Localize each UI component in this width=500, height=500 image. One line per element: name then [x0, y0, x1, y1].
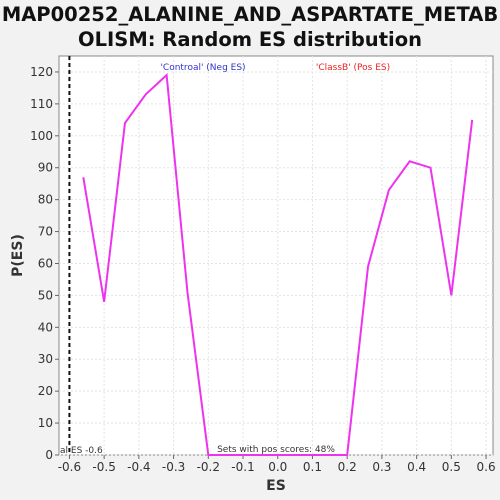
- y-tick-label: 120: [30, 65, 53, 79]
- actual-es-label: al ES -0.6: [60, 446, 103, 456]
- y-tick-label: 90: [38, 161, 53, 175]
- y-tick-label: 0: [45, 448, 53, 462]
- x-tick-label: 0.2: [338, 460, 357, 474]
- x-axis-ticks: -0.6 -0.5 -0.4 -0.3 -0.2 -0.1 0.0 0.1 0.2 0.3 0.4 0…: [58, 455, 496, 474]
- x-tick-label: 0.1: [303, 460, 322, 474]
- pos-es-legend-label: 'ClassB' (Pos ES): [316, 63, 390, 73]
- y-tick-label: 50: [38, 288, 53, 302]
- y-axis-ticks: 0 10 20 30 40 50 60 70 80 90 100 110 120: [30, 65, 59, 462]
- neg-es-legend-label: 'Controal' (Neg ES): [160, 63, 245, 73]
- y-axis-label: P(ES): [10, 234, 26, 277]
- chart-title-line-2: OLISM: Random ES distribution: [78, 28, 422, 51]
- chart-title-line-1: MAP00252_ALANINE_AND_ASPARTATE_METAB: [1, 3, 499, 26]
- x-tick-label: -0.6: [58, 460, 81, 474]
- x-tick-label: 0.5: [442, 460, 461, 474]
- y-tick-label: 40: [38, 320, 53, 334]
- y-tick-label: 30: [38, 352, 53, 366]
- y-tick-label: 60: [38, 256, 53, 270]
- x-axis-label: ES: [266, 478, 286, 494]
- y-tick-label: 80: [38, 193, 53, 207]
- y-tick-label: 110: [30, 97, 53, 111]
- x-tick-label: -0.3: [162, 460, 185, 474]
- x-tick-label: 0.6: [477, 460, 496, 474]
- random-es-series-line: [82, 73, 474, 456]
- x-tick-label: -0.2: [197, 460, 220, 474]
- x-tick-label: 0.3: [372, 460, 391, 474]
- plot-area: [58, 55, 494, 456]
- y-tick-label: 70: [38, 225, 53, 239]
- y-tick-label: 10: [38, 416, 53, 430]
- y-tick-label: 20: [38, 384, 53, 398]
- y-tick-label: 100: [30, 129, 53, 143]
- x-tick-label: -0.5: [92, 460, 115, 474]
- x-tick-label: 0.4: [407, 460, 426, 474]
- x-tick-label: -0.1: [231, 460, 254, 474]
- x-tick-label: -0.4: [127, 460, 150, 474]
- x-tick-label: 0.0: [268, 460, 287, 474]
- pos-scores-annotation: Sets with pos scores: 48%: [217, 445, 335, 455]
